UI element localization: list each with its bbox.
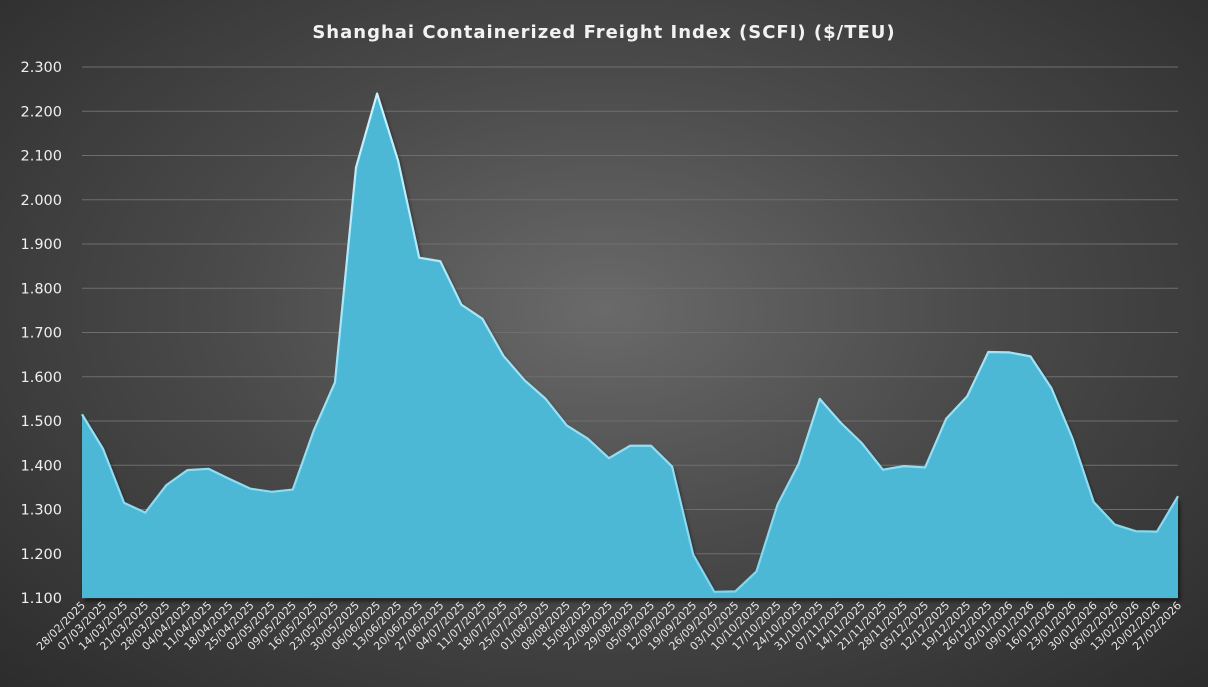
y-tick-label: 1.100 bbox=[20, 591, 62, 607]
x-axis-ticks: 28/02/202507/03/202514/03/202521/03/2025… bbox=[34, 599, 1184, 653]
series-area bbox=[81, 92, 1179, 599]
y-tick-label: 1.800 bbox=[20, 281, 62, 297]
chart-title: Shanghai Containerized Freight Index (SC… bbox=[312, 22, 896, 43]
y-tick-label: 2.000 bbox=[20, 193, 62, 209]
y-tick-label: 2.200 bbox=[20, 104, 62, 120]
y-tick-label: 1.200 bbox=[20, 547, 62, 563]
y-tick-label: 2.300 bbox=[20, 60, 62, 76]
y-tick-label: 1.400 bbox=[20, 458, 62, 474]
series-line bbox=[81, 92, 1179, 593]
y-tick-label: 1.600 bbox=[20, 370, 62, 386]
y-tick-label: 2.100 bbox=[20, 149, 62, 165]
y-axis-ticks: 1.100 1.200 1.300 1.400 1.500 1.600 1.700 1.800… bbox=[20, 60, 62, 607]
y-tick-label: 1.500 bbox=[20, 414, 62, 430]
y-tick-label: 1.700 bbox=[20, 326, 62, 342]
y-tick-label: 1.900 bbox=[20, 237, 62, 253]
area-fill bbox=[82, 93, 1178, 599]
y-tick-label: 1.300 bbox=[20, 503, 62, 519]
